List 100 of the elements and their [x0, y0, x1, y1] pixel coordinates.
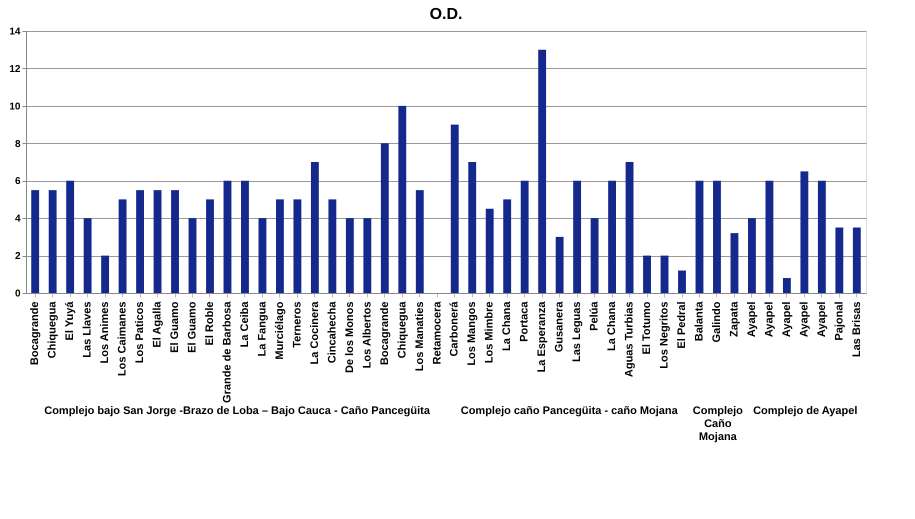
x-tick-label: El Agalla: [152, 300, 164, 348]
bar: [363, 218, 372, 293]
bar: [416, 190, 424, 293]
x-tick-label: Terneros: [291, 302, 304, 348]
x-tick-label: Carbonerá: [448, 300, 461, 357]
x-tick-label: Los Animes: [99, 302, 112, 364]
x-tick-label: Galindo: [710, 301, 723, 342]
bar: [520, 180, 529, 293]
y-tick-label: 6: [14, 176, 21, 188]
bar: [310, 162, 319, 293]
x-tick-label: Bocagrande: [378, 302, 391, 366]
bar: [346, 218, 354, 293]
y-tick-label: 8: [14, 138, 21, 150]
bar: [241, 180, 249, 293]
bar: [765, 180, 774, 293]
x-tick-label: Las Leguas: [571, 302, 584, 362]
x-tick-label: Los Caimanes: [116, 302, 129, 376]
bar: [782, 278, 791, 293]
bar: [276, 199, 284, 293]
bar: [154, 190, 162, 293]
x-tick-label: El Guamo: [186, 301, 199, 353]
x-tick-label: El Pedral: [676, 302, 688, 349]
x-tick-label: Las Llaves: [82, 302, 94, 358]
text: Complejo bajo San Jorge -Brazo de Loba – Bajo Cauca - Caño Pancegüita: [44, 405, 431, 417]
x-tick-label: Pelúa: [588, 300, 601, 331]
bar: [590, 218, 599, 293]
x-tick-label: Los Negritos: [658, 302, 671, 369]
bar: [538, 50, 546, 293]
x-tick-label: Ayapel: [780, 302, 793, 338]
x-tick-label: La Cocinera: [308, 300, 321, 364]
bar: [258, 218, 266, 293]
bar: [556, 236, 564, 293]
bar: [696, 180, 704, 293]
x-tick-label: El Roble: [204, 302, 216, 346]
bar: [486, 208, 494, 293]
x-tick-label: Los Albertos: [361, 302, 374, 368]
chart-title: O.D.: [430, 6, 462, 23]
bar: [188, 218, 196, 293]
y-tick-label: 14: [9, 26, 21, 38]
bar: [293, 199, 302, 293]
bar: [730, 233, 738, 293]
x-tick-label: Balanta: [693, 300, 706, 342]
bar: [503, 199, 512, 293]
bar: [66, 180, 74, 293]
x-tick-label: Los Mangos: [466, 302, 478, 366]
bar: [573, 180, 582, 293]
bar: [713, 180, 721, 293]
bar: [118, 199, 127, 293]
x-tick-label: Grande de Barbosa: [221, 300, 234, 403]
text: Complejo de Ayapel: [753, 405, 858, 417]
x-tick-label: De los Monos: [344, 302, 356, 374]
x-tick-label: Cincahecha: [326, 300, 338, 364]
bar: [328, 199, 336, 293]
x-tick-label: Ayapel: [763, 302, 776, 338]
x-tick-label: Chiquegua: [396, 300, 408, 358]
bar: [48, 190, 57, 293]
text: Complejo caño Pancegüita - caño Mojana: [460, 405, 679, 417]
x-tick-label: La Chana: [606, 300, 618, 352]
x-tick-label: Ayapel: [816, 302, 828, 338]
bar: [818, 180, 826, 293]
x-tick-label: Chiquegua: [46, 300, 59, 358]
bar: [31, 190, 40, 293]
x-tick-label: El Totumo: [641, 301, 654, 354]
x-tick-label: Bocagrande: [29, 302, 42, 366]
x-tick-label: Aguas Turbias: [624, 302, 636, 378]
bar: [224, 180, 232, 293]
x-tick-label: La Chana: [501, 300, 514, 352]
x-tick-label: Zapata: [728, 300, 740, 337]
x-tick-label: Los Mimbre: [484, 302, 496, 364]
bar: [84, 218, 92, 293]
text: Complejo Caño Mojana: [692, 405, 744, 443]
bar: [608, 180, 616, 293]
bar: [450, 124, 459, 293]
x-tick-label: La Esperanza: [536, 300, 548, 372]
bar: [660, 256, 668, 293]
bar: [835, 228, 844, 293]
x-tick-label: Portaca: [518, 300, 531, 342]
bar: [626, 162, 634, 293]
x-tick-label: Pajonal: [833, 302, 846, 341]
y-tick-label: 0: [14, 288, 21, 300]
x-tick-label: Los Paticos: [134, 302, 146, 364]
x-tick-label: La Fangua: [256, 300, 268, 357]
x-tick-label: Murciélago: [274, 301, 286, 360]
bar: [398, 106, 406, 293]
bar: [852, 228, 861, 293]
bar: [136, 190, 144, 293]
x-tick-label: Las Brisas: [850, 302, 863, 358]
y-tick-label: 10: [9, 101, 21, 112]
bar: [800, 171, 808, 293]
y-tick-label: 2: [14, 251, 21, 262]
bar: [171, 190, 179, 293]
y-tick-label: 4: [14, 214, 21, 225]
bar: [748, 218, 756, 293]
x-tick-label: Retamocera: [431, 300, 444, 364]
bar: [206, 199, 214, 293]
x-tick-label: Ayapel: [798, 302, 810, 338]
bar: [468, 162, 476, 293]
bar: [101, 256, 110, 293]
bar: [643, 256, 651, 293]
x-tick-label: La Ceiba: [238, 300, 251, 348]
